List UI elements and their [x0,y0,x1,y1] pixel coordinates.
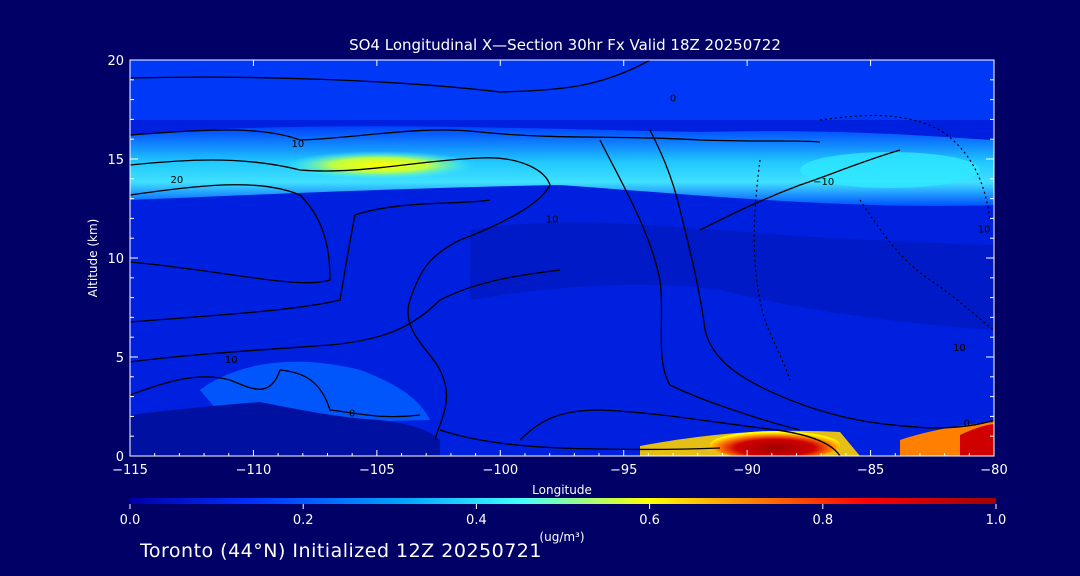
feature-surface-plume [710,431,840,456]
y-tick-label: 10 [107,252,124,267]
feature-upper-band-peak [285,151,475,179]
contour-line [130,157,551,441]
contour-line [130,369,421,418]
contour-label: 10 [546,214,559,225]
x-axis-label: Longitude [532,483,592,497]
contour-label: 20 [171,175,184,186]
x-axis: −115 −110 −105 −100 −95 −90 −85 −80 [112,60,1008,478]
colorbar [130,498,996,504]
colorbar-tick-label: 0.0 [120,513,141,528]
contour-line [130,60,651,93]
contour-line [649,129,994,429]
colorbar-tick-label: 0.6 [639,513,660,528]
chart-title: SO4 Longitudinal X—Section 30hr Fx Valid… [349,36,781,54]
colorbar-tick-label: 0.2 [293,513,314,528]
x-tick-label: −90 [733,463,760,478]
y-axis: 0 5 10 15 20 [107,54,994,465]
contour-line-negative [859,199,994,331]
contour-lines-negative [753,114,994,381]
x-tick-label: −80 [980,463,1007,478]
colorbar-tick-label: 0.4 [466,513,487,528]
y-tick-label: 0 [116,450,124,465]
contour-line [130,184,331,284]
contour-label: 0 [670,94,676,105]
contour-line [699,149,901,231]
contour-line-negative [819,114,991,221]
terrain-west [130,402,440,456]
x-tick-label: −95 [610,463,637,478]
colorbar-tick-label: 0.8 [812,513,833,528]
contour-label: 10 [291,139,304,150]
contour-line [519,409,841,456]
x-tick-label: −105 [359,463,395,478]
heatmap-field [130,60,994,456]
x-tick-label: −100 [482,463,518,478]
contour-labels: 0 10 20 10 −10 10 0 10 0 10 [171,94,991,430]
colorbar-unit-label: (ug/m³) [539,530,584,544]
contour-line [130,199,491,323]
contour-lines [130,60,994,456]
colorbar-tick-label: 1.0 [986,513,1007,528]
feature-upper-band [130,126,994,206]
feature-upper-band-east [800,152,980,188]
y-tick-label: 5 [116,351,124,366]
contour-label: 10 [978,224,991,235]
contour-line [439,429,721,451]
y-tick-label: 15 [107,153,124,168]
x-tick-label: −110 [236,463,272,478]
contour-label: 10 [225,355,238,366]
footer-caption: Toronto (44°N) Initialized 12Z 20250721 [140,540,542,562]
colorbar-ticks: 0.0 0.2 0.4 0.6 0.8 1.0 [120,504,1007,528]
contour-label: 10 [953,343,966,354]
contour-label: 0 [964,418,970,429]
y-tick-label: 20 [107,54,124,69]
contour-line-negative [753,159,791,381]
y-axis-label: Altitude (km) [86,219,100,298]
contour-label: 0 [349,408,355,419]
field-mid-dark [470,222,994,330]
contour-label: −10 [813,177,834,188]
contour-line [130,129,821,143]
x-tick-label: −115 [112,463,148,478]
contour-line [599,139,801,431]
contour-line [130,269,561,363]
x-tick-label: −85 [857,463,884,478]
feature-surface-plume-east [960,424,994,456]
field-top-layer [130,60,994,120]
